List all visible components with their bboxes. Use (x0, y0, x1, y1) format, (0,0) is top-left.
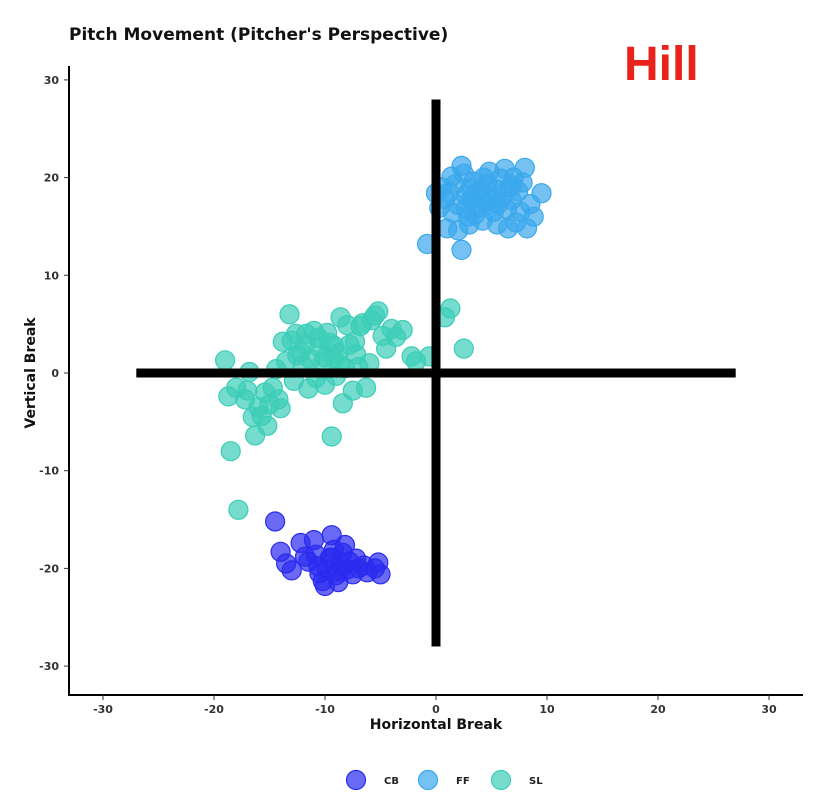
y-tick-label: 0 (51, 367, 59, 380)
point-sl (270, 398, 291, 419)
legend-label-ff: FF (456, 776, 470, 787)
point-sl (346, 344, 367, 365)
x-ticks: -30 -20 -10 0 10 20 30 (93, 695, 777, 716)
point-ff (502, 175, 523, 196)
x-tick-label: 20 (650, 703, 666, 716)
x-tick-label: -10 (315, 703, 335, 716)
point-ff (473, 167, 494, 188)
legend-label-sl: SL (529, 776, 543, 787)
point-cb (329, 561, 350, 582)
point-ff (460, 178, 481, 199)
chart-title: Pitch Movement (Pitcher's Perspective) (69, 25, 448, 45)
legend-key-ff (417, 769, 439, 791)
point-sl (356, 377, 377, 398)
crosshair (136, 99, 736, 647)
x-tick-label: -20 (204, 703, 224, 716)
point-ff (480, 194, 501, 216)
point-sl (215, 350, 236, 371)
point-sl (308, 327, 329, 348)
point-sl (237, 380, 258, 401)
point-cb (281, 560, 302, 581)
legend-key-sl (490, 769, 512, 791)
point-sl (286, 323, 307, 344)
pitcher-name-watermark: Hill (624, 38, 699, 91)
point-ff (510, 201, 531, 222)
y-tick-label: -20 (39, 562, 59, 575)
point-ff (441, 166, 462, 187)
x-tick-label: 0 (432, 703, 440, 716)
x-tick-label: 10 (539, 703, 555, 716)
point-sl (392, 319, 413, 341)
y-tick-label: 30 (44, 74, 60, 87)
point-sl (440, 298, 461, 319)
point-cb (370, 564, 391, 585)
y-tick-label: -10 (39, 465, 59, 478)
y-axis-label: Vertical Break (23, 317, 39, 429)
point-cb (265, 511, 286, 532)
point-sl (279, 304, 300, 325)
legend-label-cb: CB (384, 776, 399, 787)
legend-key-cb (345, 769, 367, 791)
point-ff (464, 204, 485, 225)
point-ff (448, 220, 469, 241)
point-ff (531, 183, 552, 204)
y-tick-label: 20 (44, 172, 60, 185)
point-sl (228, 499, 249, 520)
y-ticks: -30 -20 -10 0 10 20 30 (39, 74, 69, 673)
point-sl (368, 301, 389, 322)
point-ff (498, 218, 519, 239)
x-tick-label: -30 (93, 703, 113, 716)
point-sl (453, 338, 474, 359)
point-ff (451, 239, 472, 260)
point-sl (220, 441, 241, 462)
x-tick-label: 30 (761, 703, 777, 716)
x-axis-label: Horizontal Break (370, 717, 503, 733)
legend: CB FF SL (345, 769, 543, 791)
data-points (215, 155, 552, 597)
point-ff (514, 157, 535, 178)
y-tick-label: 10 (44, 269, 60, 282)
point-sl (257, 415, 278, 436)
point-sl (321, 426, 342, 447)
y-tick-label: -30 (39, 660, 59, 673)
